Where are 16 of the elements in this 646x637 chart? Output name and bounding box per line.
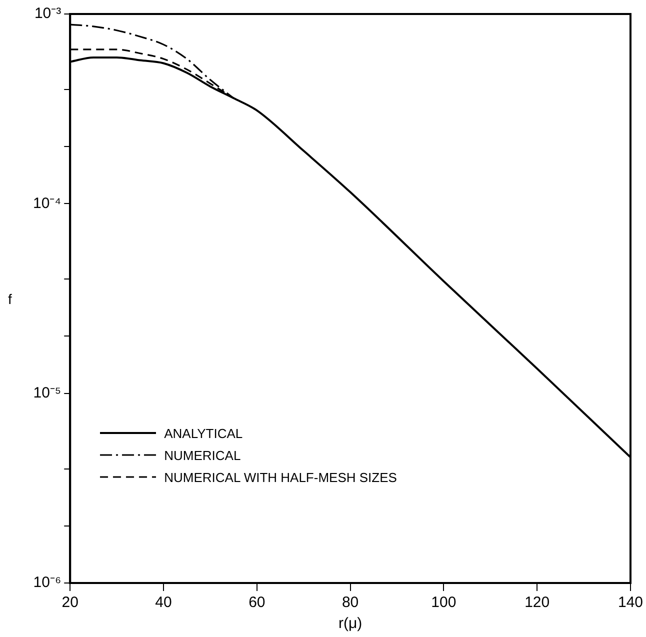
y-tick-label: 10⁻⁵ xyxy=(33,384,62,402)
legend-label: ANALYTICAL xyxy=(164,426,243,440)
legend-label: NUMERICAL xyxy=(164,448,241,462)
x-tick-label: 80 xyxy=(342,594,359,612)
y-tick-label: 10⁻⁴ xyxy=(32,194,62,212)
x-tick-label: 20 xyxy=(62,594,78,612)
legend-label: NUMERICAL WITH HALF-MESH SIZES xyxy=(164,470,397,484)
x-tick-label: 40 xyxy=(155,594,172,612)
x-tick-label: 120 xyxy=(524,594,550,612)
y-axis-title: f xyxy=(8,290,12,306)
x-tick-label: 140 xyxy=(618,594,643,612)
y-tick-label: 10⁻³ xyxy=(34,5,62,22)
x-tick-label: 60 xyxy=(248,594,266,612)
y-tick-label: 10⁻⁶ xyxy=(33,574,62,592)
x-axis-title: r(μ) xyxy=(338,615,362,632)
x-tick-label: 100 xyxy=(431,594,456,612)
